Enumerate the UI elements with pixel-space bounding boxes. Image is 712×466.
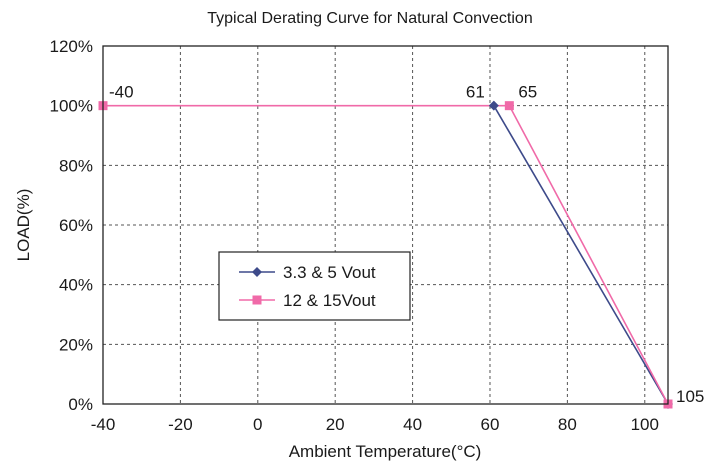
- point-annotation: 61: [466, 83, 485, 102]
- grid: [103, 46, 668, 404]
- point-annotation: 65: [518, 83, 537, 102]
- point-annotation: -40: [109, 83, 134, 102]
- x-tick-label: 60: [481, 415, 500, 434]
- legend-box: [218, 251, 411, 321]
- tick-labels: -40 -20 0 20 40 60 80 100 0% 20% 40% 60% 80% 100% 120%: [50, 37, 659, 434]
- annotations: -40 61 65 105: [109, 83, 704, 406]
- x-tick-label: -40: [91, 415, 116, 434]
- x-tick-label: -20: [168, 415, 193, 434]
- series-line-1: [493, 105, 669, 405]
- x-tick-label: 80: [558, 415, 577, 434]
- y-tick-label: 80%: [59, 156, 93, 175]
- y-tick-label: 20%: [59, 335, 93, 354]
- y-tick-label: 120%: [50, 37, 93, 56]
- x-tick-label: 40: [403, 415, 422, 434]
- legend: 3.3 & 5 Vout 12 & 15Vout: [218, 251, 411, 321]
- legend-marker: [252, 267, 262, 277]
- y-tick-label: 40%: [59, 276, 93, 295]
- legend-label: 3.3 & 5 Vout: [283, 263, 376, 282]
- plot-frame: [102, 45, 669, 405]
- data-point-series-1: [488, 100, 499, 111]
- data-point-series-2: [504, 101, 514, 111]
- y-axis-label: LOAD(%): [14, 189, 33, 262]
- chart-title: Typical Derating Curve for Natural Conve…: [207, 10, 532, 27]
- y-tick-label: 100%: [50, 97, 93, 116]
- y-tick-label: 0%: [68, 395, 93, 414]
- y-tick-label: 60%: [59, 216, 93, 235]
- point-annotation: 105: [676, 387, 704, 406]
- x-axis-label: Ambient Temperature(°C): [289, 442, 482, 461]
- x-tick-label: 20: [326, 415, 345, 434]
- legend-marker: [252, 295, 262, 305]
- x-tick-label: 0: [253, 415, 262, 434]
- x-tick-label: 100: [631, 415, 659, 434]
- legend-label: 12 & 15Vout: [283, 291, 376, 310]
